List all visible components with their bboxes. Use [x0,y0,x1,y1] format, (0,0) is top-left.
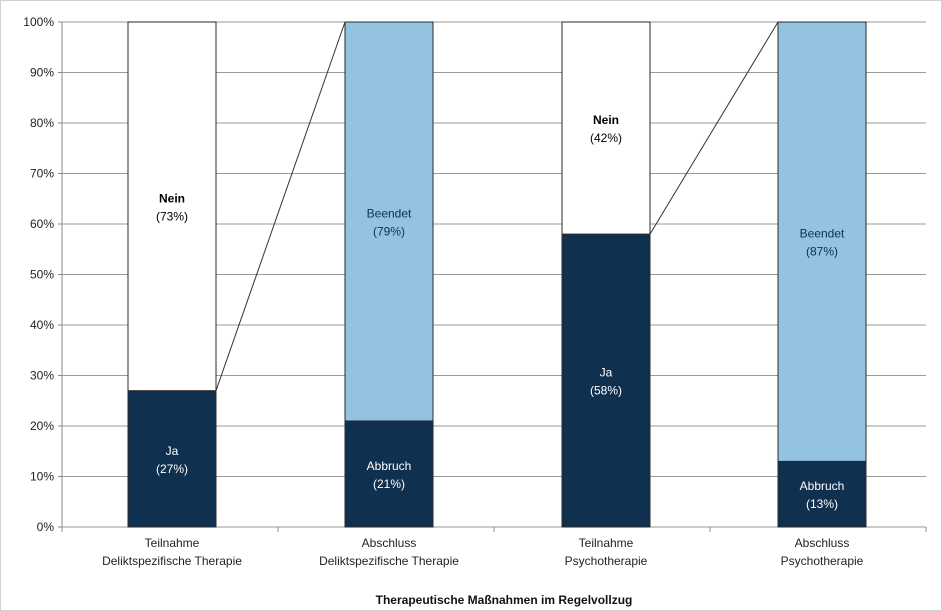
x-category-label: Abschluss [362,536,417,550]
y-tick-label: 90% [30,66,54,80]
bar-segment-value-label: (13%) [806,497,838,511]
bar-segment-ja [128,391,216,527]
x-category-label: Deliktspezifische Therapie [102,554,242,568]
bar-segment-name: Abbruch [367,459,412,473]
bar-segment-value-label: (79%) [373,224,405,238]
bar-segment-value-label: (42%) [590,131,622,145]
bar-segment-name: Beendet [800,227,845,241]
bar-segment-nein [562,22,650,234]
y-tick-label: 80% [30,116,54,130]
bar-segment-name: Ja [166,444,179,458]
y-tick-label: 0% [37,520,55,534]
x-category-label: Psychotherapie [781,554,864,568]
bar-segment-name: Beendet [367,206,412,220]
bar-segment-abbruch [778,461,866,527]
y-tick-label: 30% [30,369,54,383]
bar-segment-value-label: (87%) [806,245,838,259]
bar-segment-name: Nein [159,191,185,205]
y-tick-label: 40% [30,318,54,332]
bar-segment-name: Ja [600,366,613,380]
y-tick-label: 60% [30,217,54,231]
bar-segment-ja [562,234,650,527]
bar-segment-value-label: (27%) [156,462,188,476]
y-tick-label: 100% [23,15,54,29]
bar-segment-beendet [778,22,866,461]
bar-segment-nein [128,22,216,391]
bar-segment-value-label: (73%) [156,209,188,223]
x-category-label: Teilnahme [145,536,200,550]
bar-segment-value-label: (21%) [373,477,405,491]
x-axis-title: Therapeutische Maßnahmen im Regelvollzug [376,593,633,607]
connector-line [650,22,778,234]
bar-segment-name: Nein [593,113,619,127]
y-tick-label: 10% [30,470,54,484]
x-category-label: Deliktspezifische Therapie [319,554,459,568]
y-tick-label: 50% [30,268,54,282]
y-tick-label: 20% [30,419,54,433]
x-category-label: Abschluss [795,536,850,550]
bar-segment-name: Abbruch [800,479,845,493]
x-category-label: Psychotherapie [565,554,648,568]
bar-segment-value-label: (58%) [590,384,622,398]
connector-line [216,22,345,391]
x-category-label: Teilnahme [579,536,634,550]
bar-segment-beendet [345,22,433,421]
y-tick-label: 70% [30,167,54,181]
bar-segment-abbruch [345,421,433,527]
